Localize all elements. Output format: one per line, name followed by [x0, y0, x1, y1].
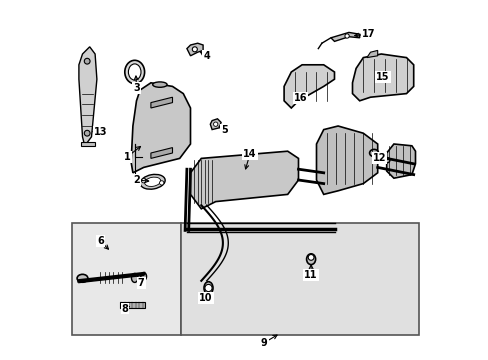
Text: 12: 12 [372, 153, 386, 163]
Ellipse shape [141, 273, 146, 280]
Text: 8: 8 [122, 303, 128, 314]
Text: 11: 11 [304, 270, 317, 280]
Text: 14: 14 [243, 149, 256, 159]
PathPatch shape [151, 148, 172, 158]
Circle shape [84, 58, 90, 64]
Text: 7: 7 [138, 278, 144, 288]
Text: 1: 1 [124, 152, 131, 162]
Circle shape [141, 179, 145, 183]
Ellipse shape [124, 60, 144, 84]
Bar [181, 223, 418, 335]
Ellipse shape [383, 158, 389, 163]
PathPatch shape [190, 151, 298, 209]
Text: 9: 9 [261, 338, 267, 348]
PathPatch shape [210, 119, 221, 130]
Circle shape [159, 181, 163, 185]
Text: 10: 10 [199, 293, 212, 303]
Text: 17: 17 [361, 29, 375, 39]
Circle shape [213, 122, 218, 126]
Ellipse shape [128, 64, 141, 80]
PathPatch shape [79, 47, 97, 144]
Text: 5: 5 [221, 125, 227, 135]
Ellipse shape [144, 177, 161, 186]
PathPatch shape [316, 126, 377, 194]
Ellipse shape [77, 274, 88, 282]
Text: 6: 6 [97, 236, 103, 246]
Text: 16: 16 [293, 93, 306, 103]
Circle shape [307, 255, 313, 260]
PathPatch shape [284, 65, 334, 108]
Text: 13: 13 [94, 127, 107, 137]
PathPatch shape [386, 144, 415, 178]
PathPatch shape [186, 43, 203, 56]
PathPatch shape [330, 32, 359, 41]
Text: 4: 4 [203, 51, 210, 61]
Ellipse shape [140, 174, 165, 189]
Circle shape [192, 47, 197, 52]
PathPatch shape [131, 83, 190, 173]
Text: 2: 2 [133, 175, 140, 185]
Text: 15: 15 [376, 72, 389, 82]
Bar [72, 223, 181, 335]
PathPatch shape [352, 54, 413, 101]
Ellipse shape [203, 282, 213, 294]
Circle shape [204, 284, 212, 292]
Circle shape [344, 34, 348, 38]
PathPatch shape [120, 302, 145, 308]
Circle shape [84, 130, 90, 136]
Ellipse shape [131, 274, 138, 282]
Text: 3: 3 [133, 83, 140, 93]
PathPatch shape [81, 142, 95, 146]
PathPatch shape [151, 97, 172, 108]
Ellipse shape [369, 149, 378, 157]
PathPatch shape [366, 50, 377, 58]
Ellipse shape [306, 254, 315, 265]
Ellipse shape [152, 82, 167, 87]
